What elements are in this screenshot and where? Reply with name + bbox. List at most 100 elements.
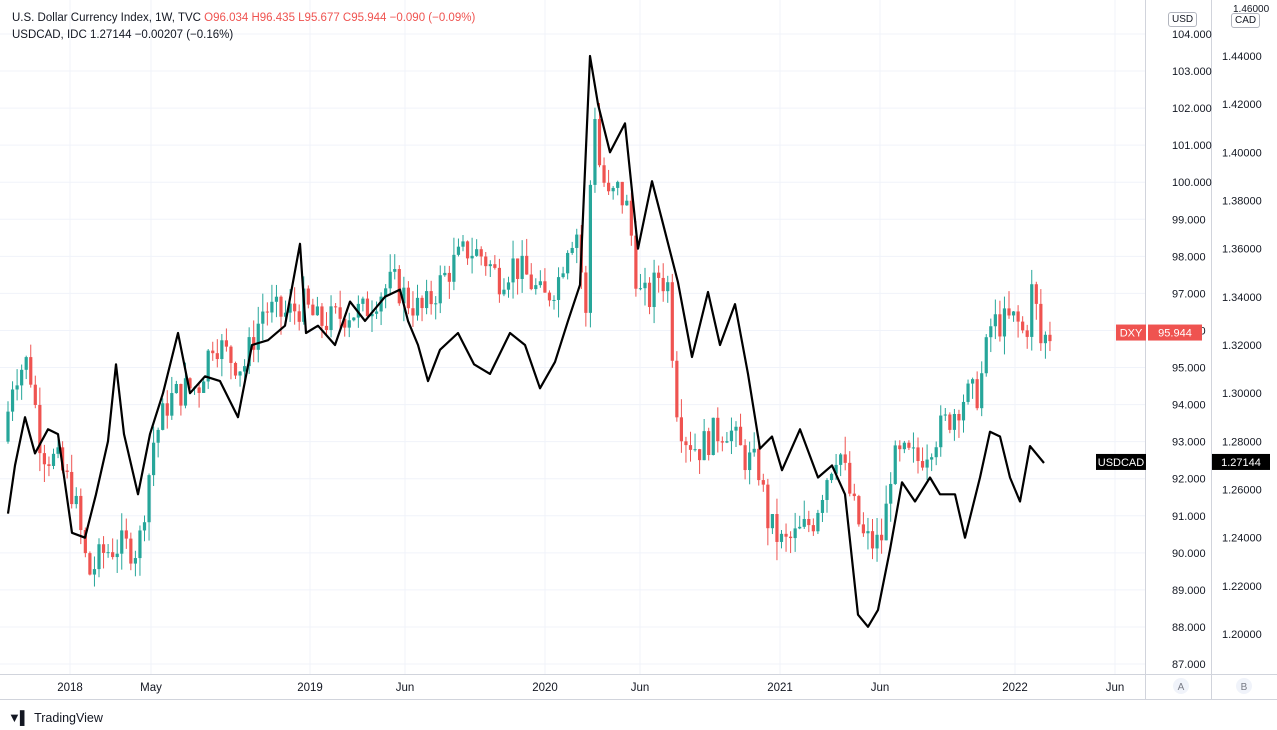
dxy-candle bbox=[256, 306, 260, 363]
dxy-candle bbox=[1011, 310, 1016, 322]
dxy-candle bbox=[939, 405, 943, 457]
dxy-candle bbox=[916, 437, 920, 474]
scale-button-a[interactable]: A bbox=[1173, 678, 1189, 694]
dxy-candle bbox=[434, 296, 438, 320]
dxy-candle bbox=[65, 463, 69, 479]
dxy-candle bbox=[274, 284, 279, 318]
dxy-candle bbox=[247, 327, 251, 374]
dxy-candle bbox=[33, 375, 37, 409]
dxy-candle bbox=[684, 436, 688, 463]
dxy-candle bbox=[593, 107, 597, 193]
dxy-candle bbox=[506, 276, 511, 298]
dxy-candle bbox=[70, 454, 74, 509]
right-tick-label: 1.24000 bbox=[1222, 533, 1262, 545]
dxy-candle bbox=[211, 341, 215, 361]
dxy-value-tag: 95.944 bbox=[1158, 328, 1192, 340]
dxy-candle bbox=[625, 194, 629, 206]
dxy-candle bbox=[880, 518, 884, 554]
dxy-candle bbox=[652, 259, 656, 324]
usdcad-value-tag-bg bbox=[1212, 453, 1270, 470]
usdcad-name-tag-bg bbox=[1096, 453, 1146, 470]
dxy-candle bbox=[129, 532, 133, 571]
dxy-candle bbox=[429, 280, 433, 315]
x-tick-label: Jun bbox=[631, 682, 650, 694]
dxy-candle bbox=[666, 275, 670, 303]
right-axis-ticks: 1.44000 1.42000 1.40000 1.38000 1.36000 1.340… bbox=[1222, 51, 1262, 641]
x-tick-label: Jun bbox=[1106, 682, 1125, 694]
dxy-candle bbox=[402, 276, 406, 322]
legend-usdcad[interactable]: USDCAD, IDC 1.27144 −0.00207 (−0.16%) bbox=[12, 29, 233, 41]
legend-usdcad-title: USDCAD, IDC 1.27144 −0.00207 (−0.16%) bbox=[12, 29, 234, 41]
dxy-candle bbox=[1043, 331, 1047, 359]
dxy-candle bbox=[930, 453, 934, 472]
scale-button-b[interactable]: B bbox=[1236, 678, 1252, 694]
left-tick-label: 90.000 bbox=[1172, 548, 1206, 560]
dxy-candle bbox=[775, 498, 779, 561]
dxy-value-tag-bg bbox=[1148, 324, 1202, 341]
dxy-candle bbox=[220, 334, 224, 377]
x-tick-label: 2019 bbox=[297, 682, 323, 694]
branding[interactable]: ▼▌ TradingView bbox=[8, 710, 103, 725]
dxy-candle bbox=[379, 292, 383, 326]
dxy-candle bbox=[552, 295, 556, 310]
dxy-candle bbox=[511, 240, 515, 299]
right-tick-label: 1.40000 bbox=[1222, 147, 1262, 159]
dxy-candle bbox=[693, 433, 697, 452]
branding-text: TradingView bbox=[34, 710, 103, 725]
dxy-candle bbox=[770, 513, 774, 535]
left-tick-label: 92.000 bbox=[1172, 474, 1206, 486]
dxy-candle bbox=[1034, 281, 1038, 320]
dxy-candle bbox=[1039, 289, 1043, 351]
left-tick-label: 91.000 bbox=[1172, 511, 1206, 523]
left-scale-unit[interactable]: USD bbox=[1168, 12, 1198, 27]
dxy-candle bbox=[702, 419, 706, 461]
x-tick-label: 2018 bbox=[57, 682, 83, 694]
dxy-candle bbox=[966, 379, 970, 405]
dxy-candle bbox=[711, 417, 715, 456]
dxy-candle bbox=[971, 377, 975, 399]
left-tick-label: 88.000 bbox=[1172, 622, 1206, 634]
right-tick-label: 1.30000 bbox=[1222, 388, 1262, 400]
left-axis-ticks: 104.000 103.000 102.000 101.000 100.000 99.00… bbox=[1172, 29, 1212, 671]
left-tick-label: 95.000 bbox=[1172, 363, 1206, 375]
dxy-candle bbox=[547, 290, 552, 307]
dxy-candle bbox=[638, 274, 643, 291]
left-tick-label: 98.000 bbox=[1172, 251, 1206, 263]
dxy-candle bbox=[848, 451, 852, 497]
dxy-candle bbox=[907, 440, 911, 451]
dxy-candle bbox=[570, 241, 574, 255]
dxy-candle bbox=[465, 240, 470, 265]
dxy-candle bbox=[707, 427, 711, 461]
dxy-candle bbox=[229, 345, 233, 380]
left-tick-label: 102.000 bbox=[1172, 103, 1212, 115]
left-tick-label: 103.000 bbox=[1172, 66, 1212, 78]
dxy-name-tag-bg bbox=[1116, 324, 1146, 341]
dxy-candle bbox=[374, 301, 379, 319]
right-scale-unit[interactable]: CAD bbox=[1231, 13, 1261, 28]
dxy-candle bbox=[475, 239, 479, 257]
dxy-candle bbox=[884, 485, 888, 541]
dxy-candle bbox=[852, 483, 856, 501]
dxy-candle bbox=[807, 510, 811, 533]
dxy-candle bbox=[147, 473, 151, 541]
dxy-candle bbox=[975, 371, 979, 411]
dxy-candle bbox=[779, 529, 784, 549]
dxy-candle bbox=[315, 296, 319, 316]
x-tick-label: 2020 bbox=[532, 682, 558, 694]
dxy-candle bbox=[516, 258, 520, 295]
dxy-candle bbox=[629, 192, 633, 246]
legend-dxy[interactable]: U.S. Dollar Currency Index, 1W, TVC O96.… bbox=[12, 12, 475, 24]
dxy-candle bbox=[729, 417, 734, 455]
dxy-candle bbox=[1048, 321, 1052, 352]
dxy-candle bbox=[766, 478, 770, 546]
dxy-candle bbox=[47, 456, 51, 477]
dxy-candle bbox=[839, 452, 843, 477]
dxy-candle bbox=[738, 413, 743, 446]
dxy-candle bbox=[556, 267, 561, 318]
x-axis-ticks: 2018 May 2019 Jun 2020 Jun 2021 Jun 2022 Jun bbox=[57, 682, 1124, 694]
left-tick-label: 87.000 bbox=[1172, 659, 1206, 671]
dxy-candle bbox=[620, 181, 624, 214]
dxy-candle bbox=[643, 267, 647, 306]
dxy-candle bbox=[948, 412, 952, 434]
